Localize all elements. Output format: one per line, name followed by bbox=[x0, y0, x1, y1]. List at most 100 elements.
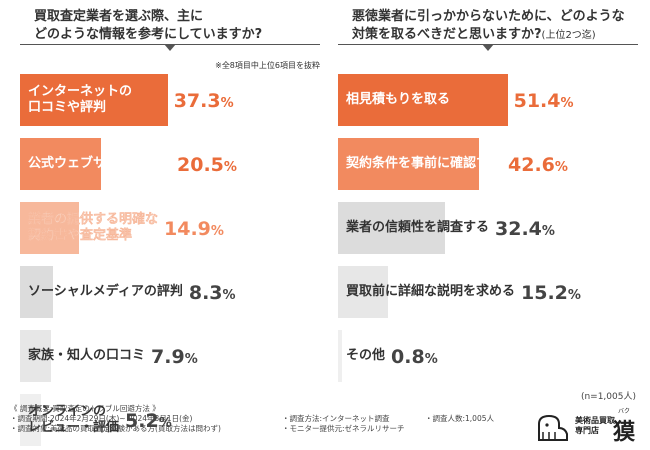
left-bar-value: 20.5% bbox=[177, 138, 237, 190]
right-bar-label: その他 bbox=[346, 330, 385, 382]
left-bar-value: 37.3% bbox=[174, 74, 234, 126]
footer-count: ・調査人数:1,005人 bbox=[425, 414, 494, 423]
left-bar-row: オンラインの レビュー・評価 5.2% bbox=[20, 394, 320, 446]
sample-size: (n=1,005人) bbox=[580, 392, 636, 402]
logo-line1: 美術品買取 bbox=[575, 416, 615, 425]
right-bar-value-unit: % bbox=[560, 96, 574, 111]
right-bar-label: 相見積もりを取る bbox=[346, 74, 450, 126]
right-bar bbox=[338, 74, 508, 126]
left-bar-label: 公式ウェブサイトの情報 bbox=[28, 138, 171, 190]
left-bar bbox=[20, 330, 52, 382]
right-bar-label-lines: 業者の信頼性を調査する bbox=[346, 220, 489, 236]
footer-method: ・調査方法:インターネット調査 bbox=[282, 414, 390, 423]
left-bar bbox=[20, 266, 53, 318]
left-bar-row: ソーシャルメディアの評判 8.3% bbox=[20, 266, 320, 318]
left-bar-label-line1: オンラインの bbox=[28, 404, 107, 419]
logo-ruby: バク bbox=[618, 408, 631, 415]
left-bar-label-line2: 口コミや評判 bbox=[28, 100, 107, 115]
left-bar-value-unit: % bbox=[184, 352, 198, 367]
right-question-line2: 対策を取るべきだと思いますか? bbox=[352, 27, 542, 42]
right-question-line2-wrap: 対策を取るべきだと思いますか?(上位2つ迄) bbox=[352, 26, 638, 45]
right-bar-label-lines: その他 bbox=[346, 348, 385, 364]
right-bar-label-lines: 相見積もりを取る bbox=[346, 92, 450, 108]
left-bar-value-number: 5.2 bbox=[125, 410, 159, 432]
left-bar-value-number: 7.9 bbox=[151, 346, 185, 368]
logo-line2: 専門店 bbox=[575, 426, 599, 435]
left-question-line1: 買取査定業者を選ぶ際、主に bbox=[34, 9, 204, 24]
right-bar-value-unit: % bbox=[541, 224, 555, 239]
right-bar-label-lines: 契約条件を事前に確認する bbox=[346, 156, 502, 172]
left-bar-label-lines: 業者の提供する明確な 契約書や査定基準 bbox=[28, 212, 158, 244]
left-question-title: 買取査定業者を選ぶ際、主に どのような情報を参考にしていますか? bbox=[34, 8, 320, 44]
right-bar-label-line1: 買取前に詳細な説明を求める bbox=[346, 284, 516, 299]
right-bar-row: その他 0.8% bbox=[338, 330, 638, 382]
right-bar-value: 51.4% bbox=[514, 74, 574, 126]
left-bar-label: 業者の提供する明確な 契約書や査定基準 bbox=[28, 202, 158, 254]
right-bar-label-line1: 業者の信頼性を調査する bbox=[346, 220, 490, 235]
left-bar-label-lines: インターネットの 口コミや評判 bbox=[28, 84, 132, 116]
right-bar-label-line1: その他 bbox=[346, 348, 386, 363]
right-bar bbox=[338, 202, 445, 254]
tapir-logo-icon bbox=[538, 414, 568, 441]
left-bar-label-lines: オンラインの レビュー・評価 bbox=[28, 404, 119, 436]
left-bar-label-lines: 家族・知人の口コミ bbox=[28, 348, 145, 364]
right-bar-value-number: 32.4 bbox=[495, 218, 542, 240]
survey-footer: 《 調査概要:買取査定のトラブル回避方法 》 ・調査期間:2024年2月29日(… bbox=[10, 404, 530, 434]
left-bar-label: オンラインの レビュー・評価 bbox=[28, 394, 119, 446]
right-bar bbox=[338, 138, 479, 190]
left-bar bbox=[20, 202, 79, 254]
right-bar-value-unit: % bbox=[424, 352, 438, 367]
left-bar-label-line1: 家族・知人の口コミ bbox=[28, 348, 146, 363]
right-bar-label: 業者の信頼性を調査する bbox=[346, 202, 489, 254]
footer-provider: ・モニター提供元:ゼネラルリサーチ bbox=[282, 424, 405, 433]
right-bar-value-unit: % bbox=[567, 288, 581, 303]
right-bar-value: 42.6% bbox=[508, 138, 568, 190]
right-bar-value-number: 0.8 bbox=[391, 346, 425, 368]
logo-kanji: 獏 bbox=[613, 420, 636, 445]
left-bar-value: 8.3% bbox=[189, 266, 236, 318]
left-bar-label-line2: 契約書や査定基準 bbox=[28, 228, 133, 243]
left-bar bbox=[20, 74, 168, 126]
right-question-title: 悪徳業者に引っかからないために、どのような 対策を取るべきだと思いますか?(上位… bbox=[352, 8, 638, 45]
left-bar-label-lines: ソーシャルメディアの評判 bbox=[28, 284, 183, 300]
right-bar-row: 買取前に詳細な説明を求める 15.2% bbox=[338, 266, 638, 318]
left-bar-value: 5.2% bbox=[125, 394, 172, 446]
left-chart-note: ※全8項目中上位6項目を抜粋 bbox=[215, 61, 320, 70]
left-bar-label-lines: 公式ウェブサイトの情報 bbox=[28, 156, 171, 172]
left-bar-label-line1: 業者の提供する明確な bbox=[28, 212, 159, 227]
left-bar-label-line1: ソーシャルメディアの評判 bbox=[28, 284, 183, 299]
right-bar-value: 15.2% bbox=[521, 266, 581, 318]
footer-period: ・調査期間:2024年2月29日(木)~ 2024年3月1日(金) bbox=[10, 414, 193, 423]
right-bar bbox=[338, 330, 342, 382]
left-bar-row: 家族・知人の口コミ 7.9% bbox=[20, 330, 320, 382]
left-question-pointer bbox=[164, 44, 176, 51]
left-bar-label: 家族・知人の口コミ bbox=[28, 330, 145, 382]
left-bar-row: 公式ウェブサイトの情報 20.5% bbox=[20, 138, 320, 190]
left-bar-value-unit: % bbox=[223, 160, 237, 175]
right-bar bbox=[338, 266, 389, 318]
left-bar bbox=[20, 394, 41, 446]
right-bar-value-number: 42.6 bbox=[508, 154, 555, 176]
right-bar-row: 相見積もりを取る 51.4% bbox=[338, 74, 638, 126]
left-bar-value-number: 20.5 bbox=[177, 154, 224, 176]
left-bar-value-unit: % bbox=[222, 288, 236, 303]
left-bar-value-number: 14.9 bbox=[164, 218, 211, 240]
right-question-sub: (上位2つ迄) bbox=[541, 30, 596, 41]
right-bar-label: 買取前に詳細な説明を求める bbox=[346, 266, 515, 318]
right-bar-value: 32.4% bbox=[495, 202, 555, 254]
left-bar-value-unit: % bbox=[210, 224, 224, 239]
left-bar-value: 14.9% bbox=[164, 202, 224, 254]
left-bar bbox=[20, 138, 102, 190]
left-question-line2: どのような情報を参考にしていますか? bbox=[34, 27, 263, 42]
right-question: 悪徳業者に引っかからないために、どのような 対策を取るべきだと思いますか?(上位… bbox=[338, 8, 638, 46]
left-bar-label: インターネットの 口コミや評判 bbox=[28, 74, 132, 126]
left-bar-value: 7.9% bbox=[151, 330, 198, 382]
right-bar-label: 契約条件を事前に確認する bbox=[346, 138, 502, 190]
right-bar-value-number: 51.4 bbox=[513, 90, 561, 112]
right-bar-label-line1: 契約条件を事前に確認する bbox=[346, 156, 503, 171]
left-bar-value-unit: % bbox=[158, 416, 172, 431]
brand-logo: 美術品買取 専門店 バク 獏 bbox=[535, 408, 645, 446]
left-bar-value-unit: % bbox=[220, 96, 234, 111]
right-bar-value-number: 15.2 bbox=[521, 282, 568, 304]
left-question: 買取査定業者を選ぶ際、主に どのような情報を参考にしていますか? bbox=[20, 8, 320, 46]
